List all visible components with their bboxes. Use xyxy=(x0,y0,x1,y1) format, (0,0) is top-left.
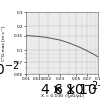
Text: X = 0.1(8) √[ρG/ρL]: X = 0.1(8) √[ρG/ρL] xyxy=(41,94,83,98)
Text: C²G,max [m·s⁻¹]: C²G,max [m·s⁻¹] xyxy=(1,25,5,61)
